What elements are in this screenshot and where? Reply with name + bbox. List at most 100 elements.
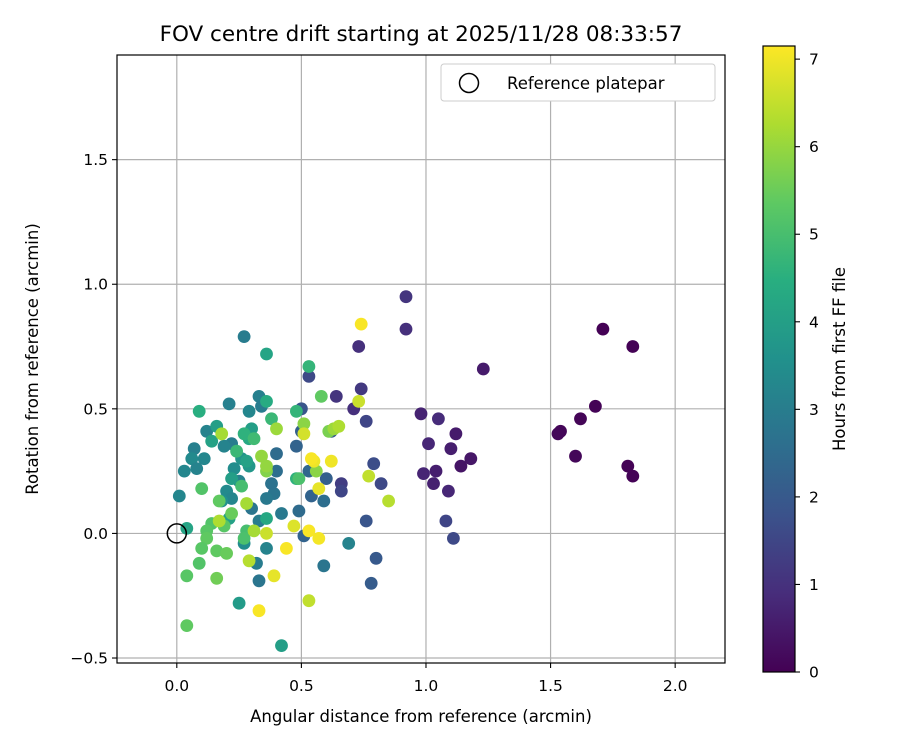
data-point [367,457,381,471]
data-point [297,417,311,431]
data-point [329,390,343,403]
data-point [237,330,251,343]
data-point [422,437,435,451]
data-point [220,547,234,560]
data-point [242,404,256,418]
x-tick-label: 0.5 [289,677,314,695]
data-point [292,504,306,518]
data-point [180,569,194,583]
data-point [302,524,316,538]
colorbar-tick-label: 4 [809,313,819,331]
data-point [302,370,316,383]
x-axis-label: Angular distance from reference (arcmin) [250,707,592,726]
y-tick-label: −0.5 [70,650,108,668]
data-point [626,340,640,353]
data-point [260,395,273,408]
data-point [439,514,453,528]
x-axis-ticks: 0.0 0.5 1.0 1.5 2.0 [164,663,687,695]
data-point [464,452,478,466]
data-point [225,472,239,485]
data-point [172,489,186,503]
data-point [382,494,395,508]
data-point [444,442,458,456]
data-point [225,507,239,520]
data-point [429,464,443,478]
data-point [362,469,376,483]
data-point [260,542,273,555]
data-point [195,542,209,555]
legend-marker [458,72,480,94]
data-point [212,494,226,508]
colorbar-tick-label: 1 [809,576,819,594]
data-point [180,619,194,632]
x-tick-label: 1.5 [538,677,563,695]
data-point [287,519,301,533]
data-point [414,407,428,421]
data-point [589,399,602,413]
data-point [359,514,373,528]
data-point [210,544,224,558]
data-point [212,514,226,528]
data-point [317,494,331,508]
data-point [247,524,261,538]
chart-title: FOV centre drift starting at 2025/11/28 … [160,22,683,47]
data-point [332,419,346,433]
data-point [270,447,283,461]
data-point [621,459,635,473]
data-points [172,290,640,652]
data-point [314,390,328,403]
data-point [305,452,318,466]
data-point [302,594,316,608]
x-tick-label: 2.0 [663,677,688,695]
data-point [190,462,204,475]
colorbar-tick-label: 2 [809,488,819,506]
colorbar-label: Hours from first FF file [830,267,849,451]
colorbar-tick-label: 6 [809,138,819,156]
data-point [354,382,368,396]
data-point [319,472,333,485]
y-tick-label: 0.5 [83,400,108,418]
data-point [242,554,256,568]
data-point [227,462,241,475]
data-point [302,360,316,373]
data-point [255,449,268,463]
data-point [260,459,273,473]
data-point [205,434,219,448]
colorbar-tick-label: 7 [809,51,819,69]
data-point [312,532,326,545]
y-axis-ticks: −0.5 0.0 0.5 1.0 1.5 [70,151,117,668]
colorbar-gradient [762,45,796,673]
data-point [240,497,254,510]
colorbar-ticks: 0 1 2 3 4 5 6 7 [795,51,819,682]
data-point [334,484,348,498]
grid-lines [117,55,725,663]
data-point [200,424,214,438]
data-point [297,427,311,441]
y-tick-label: 1.0 [83,276,108,294]
legend: Reference platepar [440,63,716,102]
x-tick-label: 0.0 [164,677,189,695]
data-point [399,322,413,336]
data-point [290,404,303,418]
colorbar-tick-label: 0 [809,664,819,682]
data-point [210,571,224,585]
data-point [364,576,378,590]
data-point [237,532,251,545]
data-point [270,464,283,478]
data-point [215,427,229,441]
data-point [317,559,331,573]
data-point [399,290,413,304]
data-point [447,532,460,545]
data-point [454,459,468,473]
data-point [247,432,261,446]
data-point [569,449,582,463]
data-point [369,551,383,565]
x-tick-label: 1.0 [414,677,439,695]
data-point [267,569,281,583]
data-point [217,439,231,453]
data-point [626,469,640,483]
data-point [596,322,610,336]
data-point [427,477,440,490]
data-point [275,507,288,520]
data-point [260,492,273,505]
